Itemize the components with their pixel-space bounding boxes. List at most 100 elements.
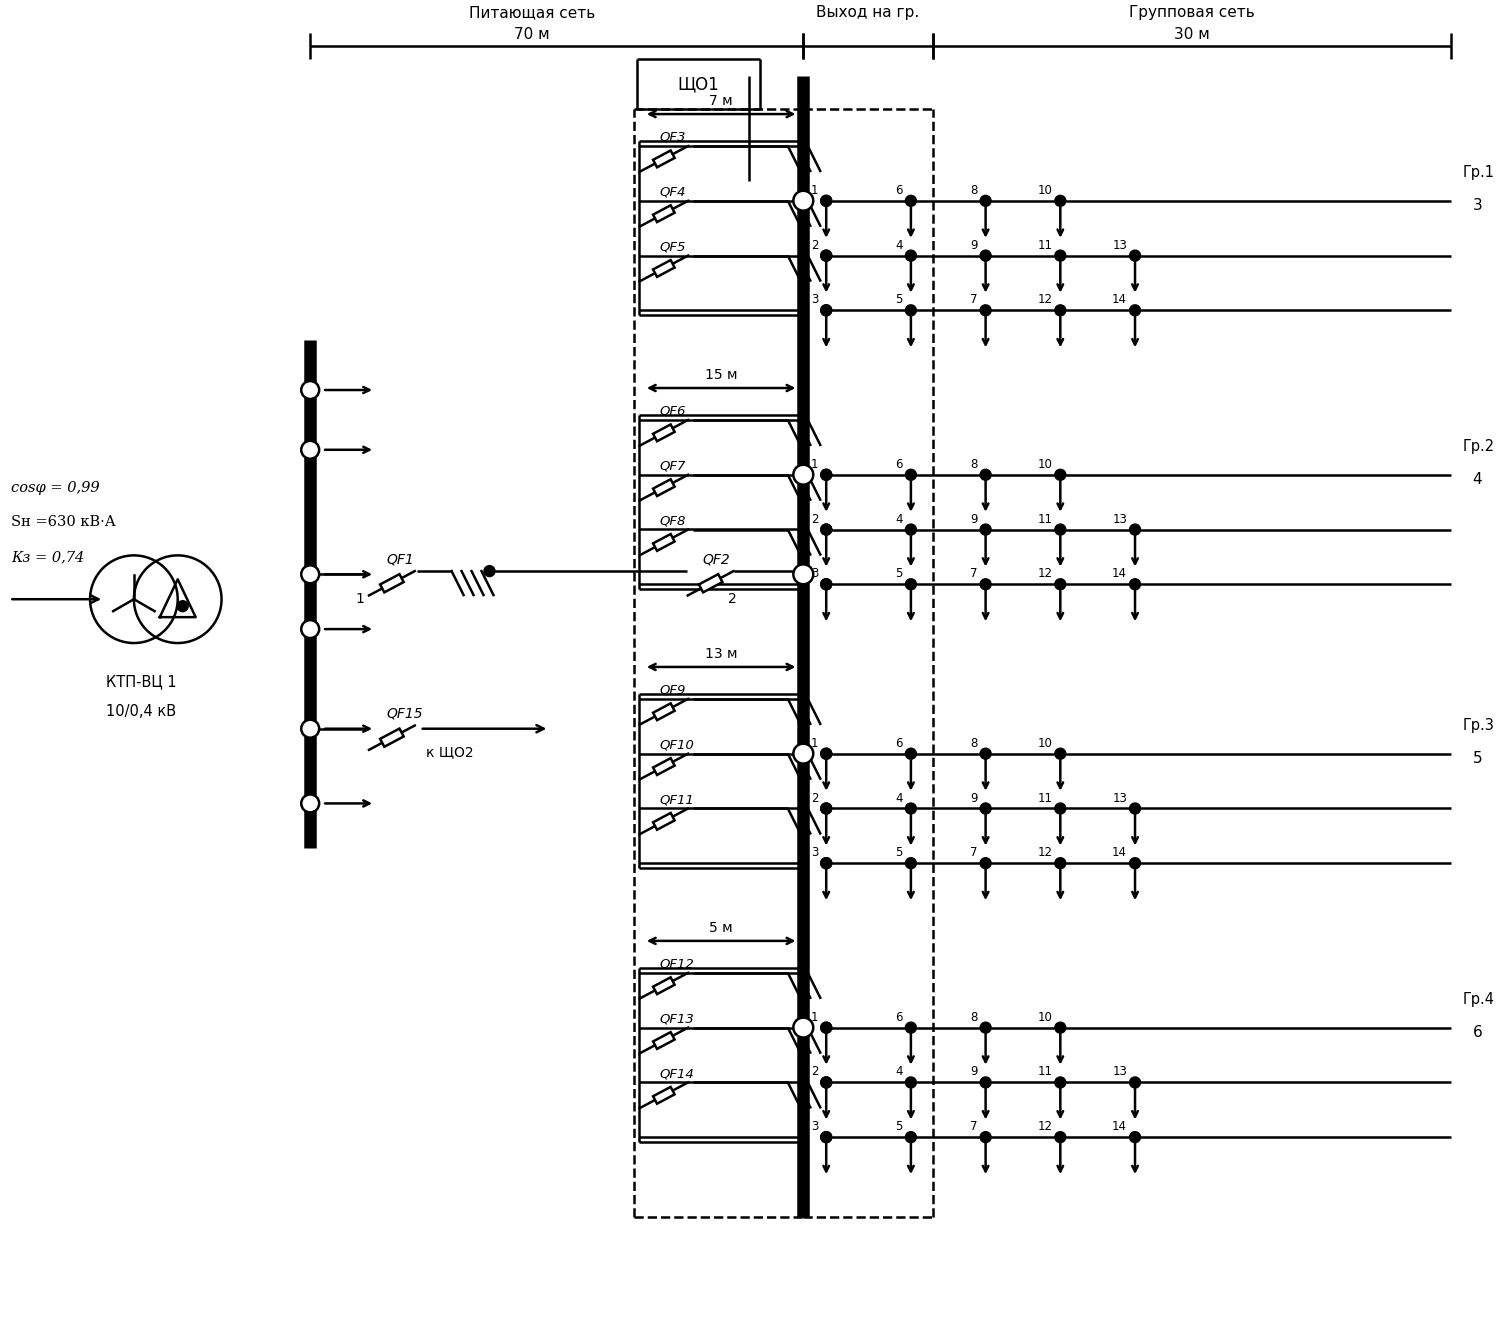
Text: Питающая сеть: Питающая сеть bbox=[468, 5, 596, 20]
Text: к ЩО2: к ЩО2 bbox=[426, 745, 474, 760]
Text: 2: 2 bbox=[810, 791, 818, 805]
Text: 7 м: 7 м bbox=[710, 94, 734, 108]
Text: Гр.4: Гр.4 bbox=[1462, 992, 1496, 1007]
Text: 7: 7 bbox=[970, 846, 978, 859]
Polygon shape bbox=[652, 479, 675, 497]
Circle shape bbox=[1130, 579, 1140, 590]
Circle shape bbox=[821, 858, 831, 869]
Text: Гр.3: Гр.3 bbox=[1462, 718, 1494, 733]
Text: 13: 13 bbox=[1112, 513, 1126, 526]
Text: КТП-ВЦ 1: КТП-ВЦ 1 bbox=[105, 673, 176, 689]
Circle shape bbox=[302, 381, 320, 398]
Circle shape bbox=[1054, 305, 1066, 316]
Text: 2: 2 bbox=[810, 239, 818, 251]
Text: 11: 11 bbox=[1038, 791, 1053, 805]
Circle shape bbox=[1054, 525, 1066, 535]
Circle shape bbox=[1054, 195, 1066, 206]
Circle shape bbox=[821, 1023, 831, 1033]
Circle shape bbox=[1054, 1023, 1066, 1033]
Circle shape bbox=[906, 305, 916, 316]
Text: 9: 9 bbox=[970, 513, 978, 526]
Text: QF13: QF13 bbox=[660, 1012, 694, 1025]
Circle shape bbox=[1054, 858, 1066, 869]
Text: 9: 9 bbox=[970, 239, 978, 251]
Circle shape bbox=[302, 794, 320, 813]
Text: cosφ = 0,99: cosφ = 0,99 bbox=[12, 481, 100, 494]
Text: 10: 10 bbox=[1038, 1011, 1053, 1024]
Circle shape bbox=[302, 566, 320, 583]
Circle shape bbox=[906, 1023, 916, 1033]
Text: QF5: QF5 bbox=[660, 240, 686, 254]
Text: Кз = 0,74: Кз = 0,74 bbox=[12, 550, 84, 564]
Circle shape bbox=[1054, 1077, 1066, 1088]
Text: Sн =630 кВ·А: Sн =630 кВ·А bbox=[12, 515, 116, 530]
Text: 3: 3 bbox=[812, 1120, 818, 1133]
Text: 7: 7 bbox=[970, 293, 978, 307]
Text: 13 м: 13 м bbox=[705, 647, 738, 661]
Circle shape bbox=[906, 469, 916, 481]
Circle shape bbox=[821, 579, 831, 590]
Circle shape bbox=[821, 858, 831, 869]
Text: 13: 13 bbox=[1112, 791, 1126, 805]
Circle shape bbox=[906, 1131, 916, 1142]
Text: Гр.1: Гр.1 bbox=[1462, 166, 1496, 181]
Text: 3: 3 bbox=[812, 293, 818, 307]
Circle shape bbox=[980, 305, 992, 316]
Polygon shape bbox=[652, 206, 675, 222]
Text: 7: 7 bbox=[970, 1120, 978, 1133]
Text: QF15: QF15 bbox=[387, 706, 423, 721]
Text: 3: 3 bbox=[1473, 198, 1482, 214]
Circle shape bbox=[906, 579, 916, 590]
Circle shape bbox=[906, 250, 916, 262]
Text: QF4: QF4 bbox=[660, 186, 686, 199]
Text: 7: 7 bbox=[970, 567, 978, 580]
Polygon shape bbox=[699, 574, 723, 592]
Text: 5: 5 bbox=[896, 293, 903, 307]
Polygon shape bbox=[652, 1086, 675, 1104]
Circle shape bbox=[302, 620, 320, 637]
Text: 2: 2 bbox=[810, 1065, 818, 1078]
Circle shape bbox=[1130, 1077, 1140, 1088]
Circle shape bbox=[980, 803, 992, 814]
Text: 6: 6 bbox=[1473, 1025, 1482, 1040]
Circle shape bbox=[821, 1077, 831, 1088]
Circle shape bbox=[821, 1023, 831, 1033]
Circle shape bbox=[980, 525, 992, 535]
Text: 3: 3 bbox=[812, 846, 818, 859]
Circle shape bbox=[1130, 1131, 1140, 1142]
Circle shape bbox=[821, 195, 831, 206]
Circle shape bbox=[821, 803, 831, 814]
Circle shape bbox=[1054, 469, 1066, 481]
Circle shape bbox=[821, 305, 831, 316]
Circle shape bbox=[821, 469, 831, 481]
Circle shape bbox=[980, 579, 992, 590]
Text: 10: 10 bbox=[1038, 183, 1053, 197]
Circle shape bbox=[794, 564, 813, 584]
Text: 5 м: 5 м bbox=[710, 920, 734, 935]
Circle shape bbox=[177, 600, 188, 612]
Text: 12: 12 bbox=[1038, 293, 1053, 307]
Text: 30 м: 30 м bbox=[1174, 28, 1209, 42]
Text: 12: 12 bbox=[1038, 567, 1053, 580]
Circle shape bbox=[980, 858, 992, 869]
Text: QF14: QF14 bbox=[660, 1068, 694, 1081]
Text: 4: 4 bbox=[896, 239, 903, 251]
Circle shape bbox=[906, 525, 916, 535]
Text: Гр.2: Гр.2 bbox=[1462, 440, 1496, 454]
Text: Выход на гр.: Выход на гр. bbox=[816, 5, 920, 20]
Circle shape bbox=[821, 525, 831, 535]
Circle shape bbox=[821, 803, 831, 814]
Text: 8: 8 bbox=[970, 1011, 978, 1024]
Circle shape bbox=[821, 195, 831, 206]
Circle shape bbox=[484, 566, 495, 576]
Text: QF10: QF10 bbox=[660, 738, 694, 752]
Circle shape bbox=[980, 250, 992, 262]
Polygon shape bbox=[652, 813, 675, 830]
Text: QF12: QF12 bbox=[660, 957, 694, 971]
Circle shape bbox=[1054, 803, 1066, 814]
Circle shape bbox=[980, 1131, 992, 1142]
Polygon shape bbox=[652, 150, 675, 167]
Circle shape bbox=[1054, 1131, 1066, 1142]
Polygon shape bbox=[380, 729, 404, 746]
Text: QF3: QF3 bbox=[660, 131, 686, 143]
